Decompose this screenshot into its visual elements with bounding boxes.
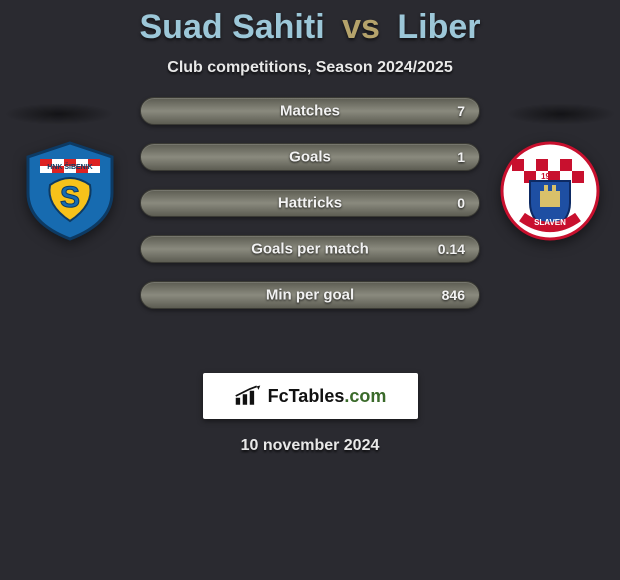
hnk-sibenik-badge: HNK ŠIBENIK S (20, 141, 120, 241)
stat-label: Goals (289, 149, 331, 166)
stat-label: Hattricks (278, 195, 342, 212)
stat-value: 7 (457, 103, 465, 119)
stat-value: 0.14 (438, 241, 465, 257)
stat-label: Matches (280, 103, 340, 120)
subtitle: Club competitions, Season 2024/2025 (0, 59, 620, 77)
stat-bars: Matches 7 Goals 1 Hattricks 0 Goals per … (140, 97, 480, 327)
brand-suffix: .com (344, 386, 386, 406)
svg-text:S: S (60, 181, 80, 214)
stat-value: 1 (457, 149, 465, 165)
shadow-decoration (506, 103, 616, 125)
snapshot-date: 10 november 2024 (0, 437, 620, 455)
vs-label: vs (342, 8, 380, 46)
player1-name: Suad Sahiti (140, 8, 325, 46)
brand-prefix: FcTables (268, 386, 345, 406)
shadow-decoration (4, 103, 114, 125)
svg-text:HNK ŠIBENIK: HNK ŠIBENIK (47, 162, 93, 171)
stat-value: 846 (442, 287, 465, 303)
svg-text:SLAVEN: SLAVEN (534, 218, 566, 227)
svg-text:1907: 1907 (541, 172, 559, 181)
brand-text: FcTables.com (268, 386, 387, 407)
player2-name: Liber (397, 8, 480, 46)
stat-bar-matches: Matches 7 (140, 97, 480, 125)
comparison-title: Suad Sahiti vs Liber (0, 0, 620, 47)
stat-bar-goals: Goals 1 (140, 143, 480, 171)
brand-watermark: FcTables.com (203, 373, 418, 419)
stat-bar-min-per-goal: Min per goal 846 (140, 281, 480, 309)
stat-value: 0 (457, 195, 465, 211)
bar-chart-icon (234, 385, 262, 407)
stat-bar-hattricks: Hattricks 0 (140, 189, 480, 217)
slaven-belupo-badge: 1907 SLAVEN (500, 141, 600, 241)
stat-label: Goals per match (251, 241, 369, 258)
comparison-arena: HNK ŠIBENIK S 1907 SLAVEN (0, 101, 620, 361)
stat-bar-goals-per-match: Goals per match 0.14 (140, 235, 480, 263)
stat-label: Min per goal (266, 287, 354, 304)
